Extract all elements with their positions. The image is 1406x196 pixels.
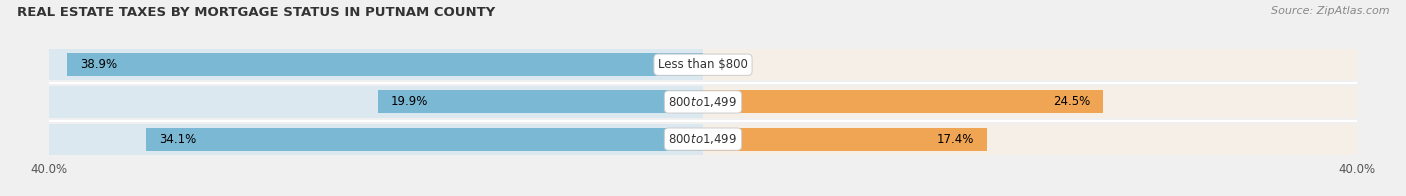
Bar <box>49 49 703 80</box>
Text: Source: ZipAtlas.com: Source: ZipAtlas.com <box>1271 6 1389 16</box>
Bar <box>49 86 703 118</box>
Bar <box>703 49 1357 80</box>
Text: REAL ESTATE TAXES BY MORTGAGE STATUS IN PUTNAM COUNTY: REAL ESTATE TAXES BY MORTGAGE STATUS IN … <box>17 6 495 19</box>
Bar <box>67 53 703 76</box>
Text: 0.0%: 0.0% <box>716 58 745 71</box>
Bar <box>703 128 987 151</box>
Text: 17.4%: 17.4% <box>936 133 974 146</box>
Bar <box>703 86 1357 118</box>
Text: $800 to $1,499: $800 to $1,499 <box>668 132 738 146</box>
Text: 24.5%: 24.5% <box>1053 95 1091 108</box>
Bar <box>146 128 703 151</box>
Text: 38.9%: 38.9% <box>80 58 117 71</box>
Text: 19.9%: 19.9% <box>391 95 429 108</box>
Bar <box>49 123 703 155</box>
Bar <box>703 123 1357 155</box>
Bar <box>703 90 1104 113</box>
Text: Less than $800: Less than $800 <box>658 58 748 71</box>
Text: 34.1%: 34.1% <box>159 133 195 146</box>
Bar <box>378 90 703 113</box>
Text: $800 to $1,499: $800 to $1,499 <box>668 95 738 109</box>
